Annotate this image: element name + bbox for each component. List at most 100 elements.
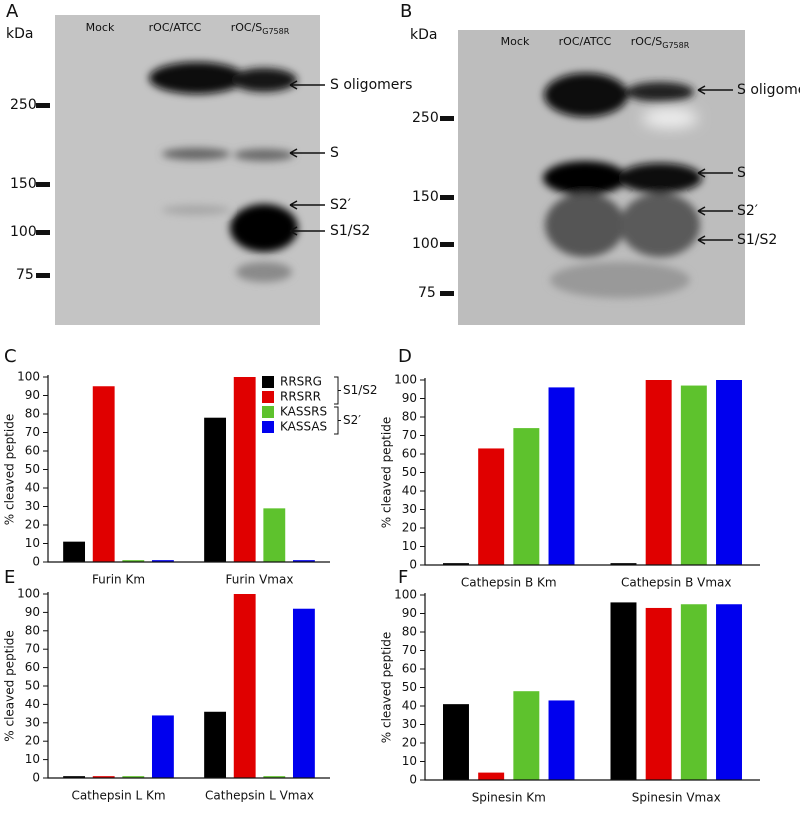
y-tick-label: 20 xyxy=(402,521,417,535)
marker-label: 100 xyxy=(412,236,439,252)
marker-label: 250 xyxy=(412,110,439,126)
y-tick-label: 50 xyxy=(402,680,417,694)
bar xyxy=(645,380,672,565)
band-label: S2′ xyxy=(737,203,758,219)
y-tick-label: 40 xyxy=(25,481,40,495)
y-tick-label: 100 xyxy=(17,587,40,601)
y-tick-label: 10 xyxy=(402,754,417,768)
bracket xyxy=(334,406,341,435)
y-tick-label: 90 xyxy=(25,388,40,402)
unit: kDa xyxy=(6,26,33,42)
x-tick-label: Cathepsin L Km xyxy=(71,789,165,803)
bar xyxy=(478,772,505,780)
marker-ticks xyxy=(36,103,50,278)
axis-line xyxy=(424,593,760,781)
bar xyxy=(292,560,315,562)
y-tick-label: 10 xyxy=(25,536,40,550)
y-tick-label: 40 xyxy=(402,484,417,498)
x-tick-label: Cathepsin B Km xyxy=(461,576,557,590)
panel-letter: A xyxy=(6,1,19,22)
y-axis-label: % cleaved peptide xyxy=(3,630,17,741)
bar xyxy=(716,380,742,565)
band-label: S xyxy=(330,145,339,161)
bar xyxy=(92,776,115,778)
marker-label: 100 xyxy=(10,224,37,240)
band-label: S xyxy=(737,165,746,181)
y-tick-label: 0 xyxy=(32,555,40,569)
y-tick-label: 10 xyxy=(402,539,417,553)
bar xyxy=(63,776,86,778)
y-tick-label: 70 xyxy=(402,643,417,657)
bar xyxy=(548,387,575,565)
bar xyxy=(443,704,469,780)
unit: kDa xyxy=(410,27,437,43)
y-tick-label: 80 xyxy=(402,625,417,639)
arrows xyxy=(697,85,733,245)
panel-letter: C xyxy=(4,346,17,367)
bar xyxy=(513,691,540,780)
y-tick-label: 30 xyxy=(25,715,40,729)
bands xyxy=(149,62,298,282)
legend-swatch xyxy=(262,376,274,388)
y-tick-label: 60 xyxy=(25,660,40,674)
y-tick-label: 100 xyxy=(17,370,40,384)
legend-label: RRSRG xyxy=(280,375,322,389)
legend-label: KASSAS xyxy=(280,420,327,434)
y-tick-label: 30 xyxy=(402,502,417,516)
annotation: S1/S2 xyxy=(343,383,378,397)
bar xyxy=(63,541,86,562)
y-tick-label: 0 xyxy=(32,771,40,785)
y-tick-label: 70 xyxy=(25,642,40,656)
lane-label: Mock xyxy=(501,35,530,48)
y-tick-label: 40 xyxy=(25,697,40,711)
y-tick-label: 50 xyxy=(402,465,417,479)
y-tick-label: 70 xyxy=(402,428,417,442)
bar xyxy=(443,563,469,565)
y-tick-label: 60 xyxy=(25,444,40,458)
band-label: S oligomers xyxy=(330,77,412,93)
y-tick-label: 0 xyxy=(409,773,417,787)
marker-label: 75 xyxy=(16,267,34,283)
bracket xyxy=(334,376,341,405)
y-tick-label: 20 xyxy=(25,518,40,532)
panel-letter: B xyxy=(400,1,412,22)
marker-ticks xyxy=(440,116,454,296)
bar xyxy=(716,604,742,780)
y-tick-label: 50 xyxy=(25,462,40,476)
bar xyxy=(263,508,286,562)
bar xyxy=(151,715,174,778)
bar xyxy=(610,602,637,780)
y-tick-label: 90 xyxy=(402,391,417,405)
blot-a: A kDa Mock rOC/ATCC rOC/SG758R 250 150 1… xyxy=(6,1,412,325)
bar xyxy=(292,608,315,778)
bar xyxy=(263,776,286,778)
band-label: S2′ xyxy=(330,197,351,213)
annotation: S2′ xyxy=(343,413,361,427)
y-tick-label: 30 xyxy=(25,499,40,513)
y-tick-label: 80 xyxy=(25,407,40,421)
y-tick-label: 80 xyxy=(402,410,417,424)
bar xyxy=(548,700,575,780)
y-tick-label: 60 xyxy=(402,447,417,461)
y-tick-label: 50 xyxy=(25,679,40,693)
y-tick-label: 90 xyxy=(402,606,417,620)
y-tick-label: 70 xyxy=(25,425,40,439)
band-label: S1/S2 xyxy=(330,223,370,239)
legend-label: RRSRR xyxy=(280,390,321,404)
bar xyxy=(122,560,145,562)
y-tick-label: 100 xyxy=(394,588,417,602)
bands xyxy=(543,73,702,298)
y-tick-label: 20 xyxy=(402,736,417,750)
x-tick-label: Spinesin Vmax xyxy=(632,791,721,805)
band-label: S1/S2 xyxy=(737,232,777,248)
lane-label: rOC/SG758R xyxy=(631,35,690,50)
arrows xyxy=(289,80,325,236)
x-tick-label: Cathepsin B Vmax xyxy=(621,576,731,590)
bar xyxy=(513,428,540,565)
bar xyxy=(645,607,672,780)
y-tick-label: 20 xyxy=(25,734,40,748)
x-tick-label: Furin Km xyxy=(92,573,145,587)
legend-swatch xyxy=(262,421,274,433)
bar xyxy=(680,385,707,565)
y-axis-label: % cleaved peptide xyxy=(380,632,394,743)
